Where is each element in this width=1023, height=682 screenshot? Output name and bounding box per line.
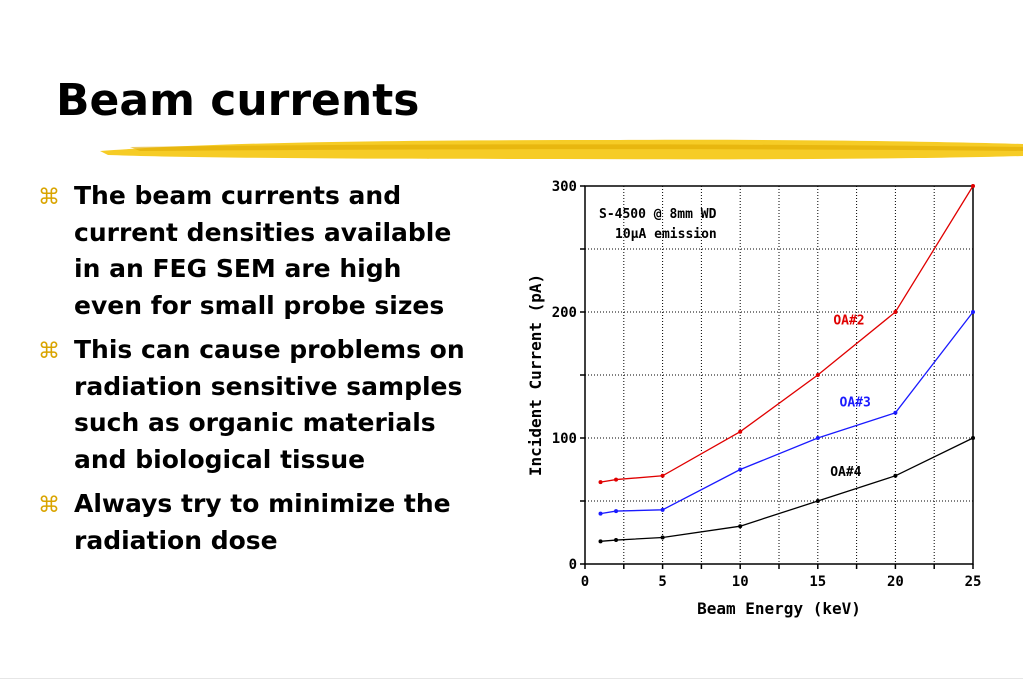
data-point <box>971 184 975 188</box>
data-point <box>614 509 619 514</box>
y-tick-label: 100 <box>552 431 577 447</box>
data-point <box>598 539 603 544</box>
footer-divider <box>0 678 1023 679</box>
bullet-item: ⌘ Always try to minimize the radiation do… <box>38 486 468 559</box>
data-point <box>815 436 820 440</box>
data-point <box>598 480 603 485</box>
chart-grid <box>585 186 973 564</box>
x-tick-label: 10 <box>732 574 749 590</box>
series-line <box>600 437 974 542</box>
command-key-icon: ⌘ <box>38 493 60 518</box>
slide-title: Beam currents <box>56 75 420 126</box>
series-line <box>600 311 974 515</box>
x-axis-label: Beam Energy (keV) <box>697 599 861 618</box>
data-point <box>598 511 603 516</box>
data-point <box>660 473 665 478</box>
chart-axes <box>580 185 974 569</box>
series-label: OA#3 <box>840 396 871 411</box>
bullet-item: ⌘ This can cause problems on radiation se… <box>38 332 468 478</box>
data-point <box>893 473 898 478</box>
chart-annotation-line: 10µA emission <box>615 227 717 242</box>
y-tick-label: 300 <box>552 179 577 195</box>
bullet-list: ⌘ The beam currents and current densities… <box>38 178 468 567</box>
x-tick-label: 5 <box>658 574 666 590</box>
series-label: OA#4 <box>830 465 861 480</box>
data-point <box>614 477 619 482</box>
y-tick-label: 200 <box>552 305 577 321</box>
chart-annotation-line: S-4500 @ 8mm WD <box>599 207 717 222</box>
bullet-text: This can cause problems on radiation sen… <box>74 335 465 474</box>
data-point <box>738 524 743 529</box>
bullet-text: The beam currents and current densities … <box>74 181 452 320</box>
command-key-icon: ⌘ <box>38 185 60 210</box>
data-point <box>738 429 743 434</box>
chart-text: 0 5 10 15 20 25 0 100 200 300 Beam Energy (keV) Inc… <box>526 179 981 618</box>
y-tick-label: 0 <box>569 557 577 573</box>
series-label: OA#2 <box>833 314 864 329</box>
data-point <box>893 410 898 415</box>
x-tick-label: 0 <box>581 574 589 590</box>
data-point <box>971 436 975 440</box>
title-highlight-stroke <box>100 139 1023 160</box>
x-tick-label: 15 <box>809 574 826 590</box>
x-tick-label: 25 <box>965 574 982 590</box>
beam-current-chart: 0 5 10 15 20 25 0 100 200 300 Beam Energy (keV) Inc… <box>526 179 981 618</box>
data-point <box>893 310 898 314</box>
data-point <box>738 467 743 472</box>
data-point <box>815 499 820 503</box>
y-axis-label: Incident Current (pA) <box>526 274 545 476</box>
chart-series <box>598 184 975 544</box>
data-point <box>660 535 665 540</box>
data-point <box>815 373 820 377</box>
data-point <box>971 310 975 314</box>
data-point <box>660 507 665 512</box>
bullet-text: Always try to minimize the radiation dos… <box>74 489 451 555</box>
x-tick-label: 20 <box>887 574 904 590</box>
bullet-item: ⌘ The beam currents and current densities… <box>38 178 468 324</box>
command-key-icon: ⌘ <box>38 339 60 364</box>
data-point <box>614 538 619 543</box>
